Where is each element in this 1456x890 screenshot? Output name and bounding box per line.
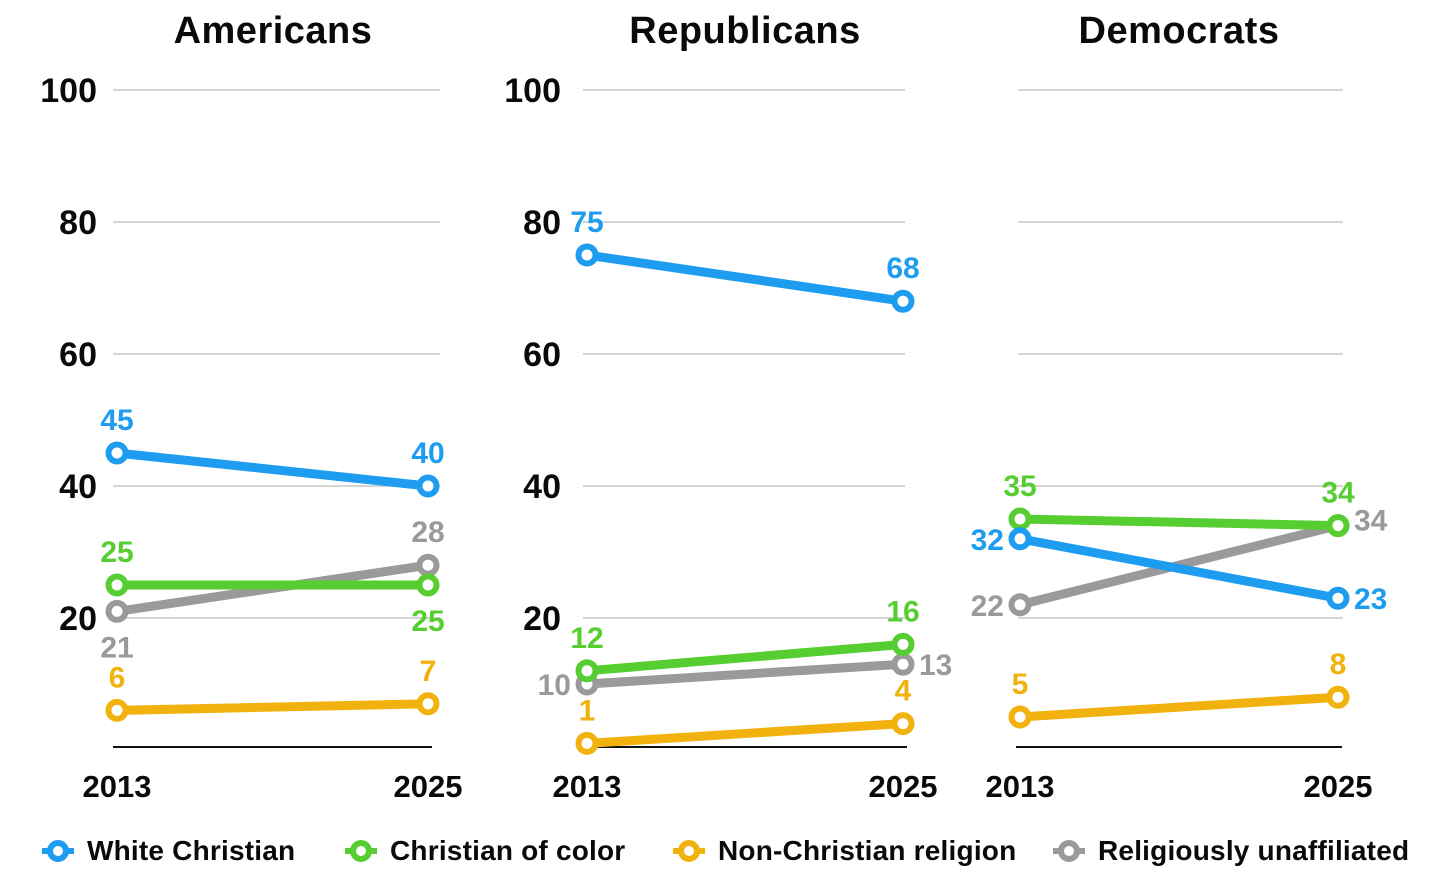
value-label: 68 xyxy=(886,252,919,285)
value-label: 10 xyxy=(538,669,571,702)
value-label: 5 xyxy=(1012,668,1029,701)
y-tick-label: 40 xyxy=(523,468,561,506)
legend-label: White Christian xyxy=(87,835,296,866)
value-label: 28 xyxy=(411,516,444,549)
series-line xyxy=(586,639,904,676)
data-point xyxy=(105,698,129,722)
series-line xyxy=(116,448,429,491)
x-tick-label: 2013 xyxy=(83,769,152,804)
data-point xyxy=(1008,507,1032,531)
value-label: 34 xyxy=(1321,477,1355,510)
y-tick-label: 60 xyxy=(523,336,561,374)
legend-marker-christian-of-color-icon xyxy=(345,840,377,862)
legend-item-non-christian-religion: Non-Christian religion xyxy=(673,835,1017,866)
series-line xyxy=(586,719,904,748)
data-point xyxy=(105,441,129,465)
data-point xyxy=(1008,527,1032,551)
data-point xyxy=(891,712,915,736)
x-tick-label: 2013 xyxy=(986,769,1055,804)
data-point xyxy=(105,599,129,623)
value-label: 75 xyxy=(570,206,603,239)
value-label: 16 xyxy=(886,595,919,628)
value-label: 8 xyxy=(1330,648,1347,681)
value-label: 6 xyxy=(109,661,126,694)
data-point xyxy=(891,289,915,313)
value-label: 40 xyxy=(411,437,444,470)
value-label: 13 xyxy=(919,649,952,682)
value-label: 34 xyxy=(1354,505,1388,538)
x-tick-label: 2025 xyxy=(1304,769,1373,804)
panel-title-republicans: Republicans xyxy=(629,10,861,52)
y-tick-label: 100 xyxy=(504,72,561,110)
value-label: 25 xyxy=(100,536,133,569)
y-tick-label: 40 xyxy=(59,468,97,506)
value-label: 21 xyxy=(100,631,133,664)
y-tick-label: 20 xyxy=(59,600,97,638)
series-line xyxy=(1019,692,1339,722)
y-tick-label: 80 xyxy=(523,204,561,242)
data-point xyxy=(416,573,440,597)
value-label: 25 xyxy=(411,605,444,638)
legend-label: Christian of color xyxy=(390,835,626,866)
value-label: 7 xyxy=(420,655,437,688)
value-label: 22 xyxy=(971,590,1004,623)
series-line xyxy=(586,659,904,689)
value-label: 35 xyxy=(1003,470,1036,503)
legend-item-christian-of-color: Christian of color xyxy=(345,835,626,866)
y-tick-label: 80 xyxy=(59,204,97,242)
data-point xyxy=(575,731,599,755)
value-label: 23 xyxy=(1354,583,1387,616)
data-point xyxy=(416,474,440,498)
data-point xyxy=(575,243,599,267)
legend-item-white-christian: White Christian xyxy=(42,835,296,866)
legend-marker-non-christian-religion-icon xyxy=(673,840,705,862)
data-point xyxy=(416,692,440,716)
value-label: 12 xyxy=(570,622,603,655)
data-point xyxy=(1326,586,1350,610)
value-label: 1 xyxy=(579,694,596,727)
data-point xyxy=(1326,685,1350,709)
legend-marker-white-christian-icon xyxy=(42,840,74,862)
x-tick-label: 2025 xyxy=(394,769,463,804)
value-label: 4 xyxy=(895,675,912,708)
legend-item-religiously-unaffiliated: Religiously unaffiliated xyxy=(1053,835,1410,866)
y-tick-label: 60 xyxy=(59,336,97,374)
data-point xyxy=(416,553,440,577)
series-line xyxy=(586,250,904,306)
data-point xyxy=(1008,705,1032,729)
legend-label: Non-Christian religion xyxy=(718,835,1017,866)
data-point xyxy=(105,573,129,597)
y-tick-label: 100 xyxy=(40,72,97,110)
panel-title-democrats: Democrats xyxy=(1078,10,1280,52)
panel-title-americans: Americans xyxy=(173,10,373,52)
x-tick-label: 2013 xyxy=(553,769,622,804)
series-line xyxy=(1019,514,1339,531)
x-tick-label: 2025 xyxy=(869,769,938,804)
legend-label: Religiously unaffiliated xyxy=(1098,835,1410,866)
series-line xyxy=(116,699,429,715)
value-label: 45 xyxy=(100,404,133,437)
data-point xyxy=(891,652,915,676)
data-point xyxy=(891,632,915,656)
series-line xyxy=(1019,534,1339,603)
data-point xyxy=(1008,593,1032,617)
data-point xyxy=(575,659,599,683)
legend-marker-religiously-unaffiliated-icon xyxy=(1053,840,1085,862)
value-label: 32 xyxy=(971,524,1004,557)
data-point xyxy=(1326,514,1350,538)
y-tick-label: 20 xyxy=(523,600,561,638)
